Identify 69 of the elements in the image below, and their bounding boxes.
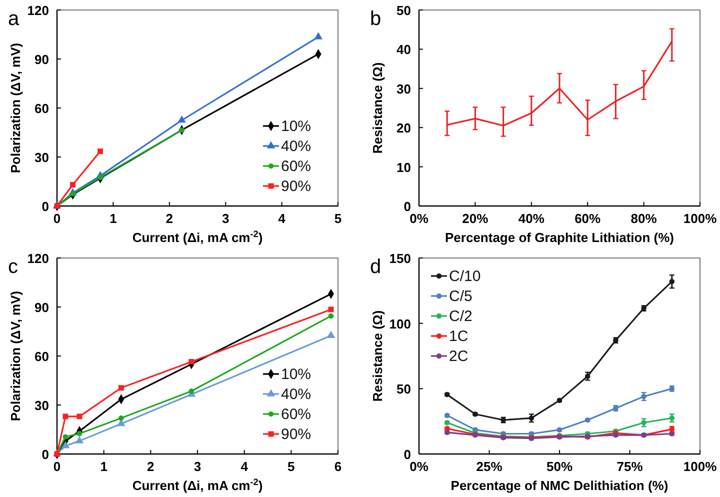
y-tick-label: 0 — [404, 447, 411, 462]
legend-label: 2C — [449, 348, 468, 365]
y-axis-title: Resistance (Ω) — [370, 310, 385, 402]
y-tick-label: 60 — [34, 101, 49, 116]
y-axis-title: Polarization (ΔV, mV) — [8, 290, 23, 422]
x-axis-title: Percentage of Graphite Lithiation (%) — [445, 230, 674, 245]
x-tick-label: 5 — [334, 211, 342, 226]
y-tick-label: 60 — [34, 349, 49, 364]
x-tick-label: 1 — [100, 459, 108, 474]
x-tick-label: 60% — [574, 211, 602, 226]
legend-label: 1C — [449, 328, 468, 345]
y-tick-label: 50 — [396, 3, 411, 18]
x-tick-label: 0% — [410, 211, 429, 226]
chart-title: d — [370, 256, 382, 278]
x-tick-label: 2 — [166, 211, 174, 226]
x-tick-label: 2 — [147, 459, 154, 474]
x-tick-label: 20% — [462, 211, 489, 226]
y-tick-label: 50 — [396, 382, 411, 397]
chart-title: b — [370, 8, 382, 30]
y-tick-label: 100 — [389, 316, 411, 332]
y-tick-label: 150 — [389, 251, 411, 266]
legend-label: C/10 — [449, 268, 481, 285]
x-tick-label: 50% — [546, 459, 573, 474]
chart-title: a — [8, 8, 20, 30]
y-tick-label: 0 — [42, 447, 49, 462]
y-tick-label: 0 — [42, 199, 49, 214]
x-tick-label: 100% — [683, 459, 718, 474]
y-tick-label: 20 — [396, 120, 411, 136]
x-tick-label: 4 — [240, 459, 249, 474]
legend-label: 60% — [281, 406, 312, 423]
legend-label: C/5 — [449, 288, 472, 305]
legend-label: 10% — [281, 118, 312, 135]
legend-label: 90% — [281, 178, 312, 195]
x-axis-title: Current (Δi, mA cm$^{-2}$) — [132, 229, 263, 245]
x-tick-label: 6 — [334, 459, 342, 474]
x-tick-label: 25% — [476, 459, 503, 474]
legend-label: 60% — [281, 158, 312, 175]
x-tick-label: 5 — [288, 459, 295, 474]
legend-label: 90% — [281, 426, 312, 443]
y-axis-title: Polarization (ΔV, mV) — [8, 42, 23, 174]
y-tick-label: 30 — [34, 398, 49, 413]
y-tick-label: 120 — [27, 3, 49, 18]
x-tick-label: 0% — [410, 459, 429, 474]
x-tick-label: 3 — [222, 211, 230, 226]
y-tick-label: 90 — [34, 300, 49, 315]
y-tick-label: 30 — [396, 81, 411, 96]
y-tick-label: 10 — [396, 160, 411, 175]
legend-label: C/2 — [449, 308, 472, 325]
y-axis-title: Resistance (Ω) — [370, 62, 385, 154]
x-tick-label: 40% — [518, 211, 545, 226]
x-tick-label: 1 — [110, 211, 117, 226]
y-tick-label: 90 — [34, 52, 49, 67]
x-tick-label: 0 — [53, 459, 61, 474]
y-tick-label: 0 — [404, 199, 411, 214]
x-tick-label: 4 — [278, 211, 286, 226]
legend-label: 10% — [281, 366, 312, 383]
x-axis-title: Current (Δi, mA cm$^{-2}$) — [132, 477, 263, 493]
x-tick-label: 0 — [53, 211, 61, 226]
y-tick-label: 40 — [396, 42, 411, 58]
x-tick-label: 75% — [616, 459, 644, 474]
y-tick-label: 30 — [34, 150, 49, 165]
y-tick-label: 120 — [27, 251, 49, 266]
x-axis-title: Percentage of NMC Delithiation (%) — [450, 478, 668, 493]
chart-title: c — [8, 256, 18, 278]
legend-label: 40% — [281, 386, 312, 403]
x-tick-label: 3 — [194, 459, 202, 474]
legend-label: 40% — [281, 138, 312, 155]
x-tick-label: 100% — [683, 211, 718, 226]
x-tick-label: 80% — [630, 211, 658, 226]
